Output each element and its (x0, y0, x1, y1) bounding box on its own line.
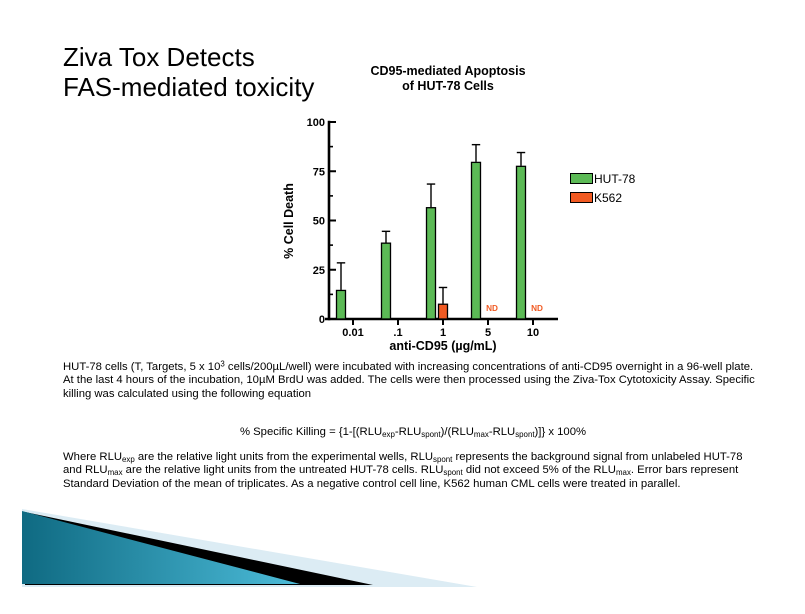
slide-title: Ziva Tox Detects FAS-mediated toxicity (63, 42, 314, 102)
legend-swatch-k562 (570, 192, 593, 203)
x-tick-label: 10 (527, 327, 539, 339)
y-tick-label: 50 (313, 216, 325, 228)
x-tick-label: .1 (393, 327, 402, 339)
legend-swatch-hut78 (570, 173, 593, 184)
y-axis-title: % Cell Death (282, 183, 296, 259)
legend-item-hut78: HUT-78 (570, 169, 635, 188)
specific-killing-equation: % Specific Killing = {1-[(RLUexp-RLUspon… (239, 426, 587, 439)
chart-title-line2: of HUT-78 Cells (402, 79, 494, 93)
legend-item-k562: K562 (570, 188, 635, 207)
x-tick-label: 5 (485, 327, 491, 339)
nd-label: ND (531, 304, 543, 313)
legend-label-hut78: HUT-78 (594, 171, 636, 186)
x-axis-title: anti-CD95 (µg/mL) (389, 339, 496, 353)
y-tick-label: 75 (313, 166, 325, 178)
slide-decoration (22, 509, 477, 587)
decoration-teal-triangle (22, 511, 300, 584)
slide-title-line1: Ziva Tox Detects (63, 42, 255, 72)
bar-hut-78 (335, 289, 347, 320)
bar-hut-78 (380, 242, 392, 320)
bar-hut-78 (515, 165, 527, 320)
legend-label-k562: K562 (594, 190, 623, 205)
x-tick-label: 1 (440, 327, 446, 339)
slide-title-line2: FAS-mediated toxicity (63, 72, 315, 102)
bar-k562 (437, 303, 449, 320)
chart-legend: HUT-78 K562 (570, 169, 635, 207)
y-tick-label: 0 (319, 314, 325, 326)
bar-hut-78 (425, 207, 437, 320)
x-tick-label: 0.01 (342, 327, 363, 339)
notes-paragraph: Where RLUexp are the relative light unit… (63, 451, 743, 490)
chart-title: CD95-mediated Apoptosis of HUT-78 Cells (330, 64, 566, 94)
y-tick-label: 100 (307, 117, 325, 129)
nd-label: ND (486, 304, 498, 313)
y-tick-label: 25 (313, 265, 325, 277)
chart-title-line1: CD95-mediated Apoptosis (370, 64, 526, 78)
methods-paragraph: HUT-78 cells (T, Targets, 5 x 103 cells/… (63, 359, 755, 400)
bar-chart: 0 25 50 75 100 0.01 .1 1 5 10 anti-CD95 (µg/mL) % C… (282, 117, 558, 353)
bar-hut-78 (470, 161, 482, 320)
